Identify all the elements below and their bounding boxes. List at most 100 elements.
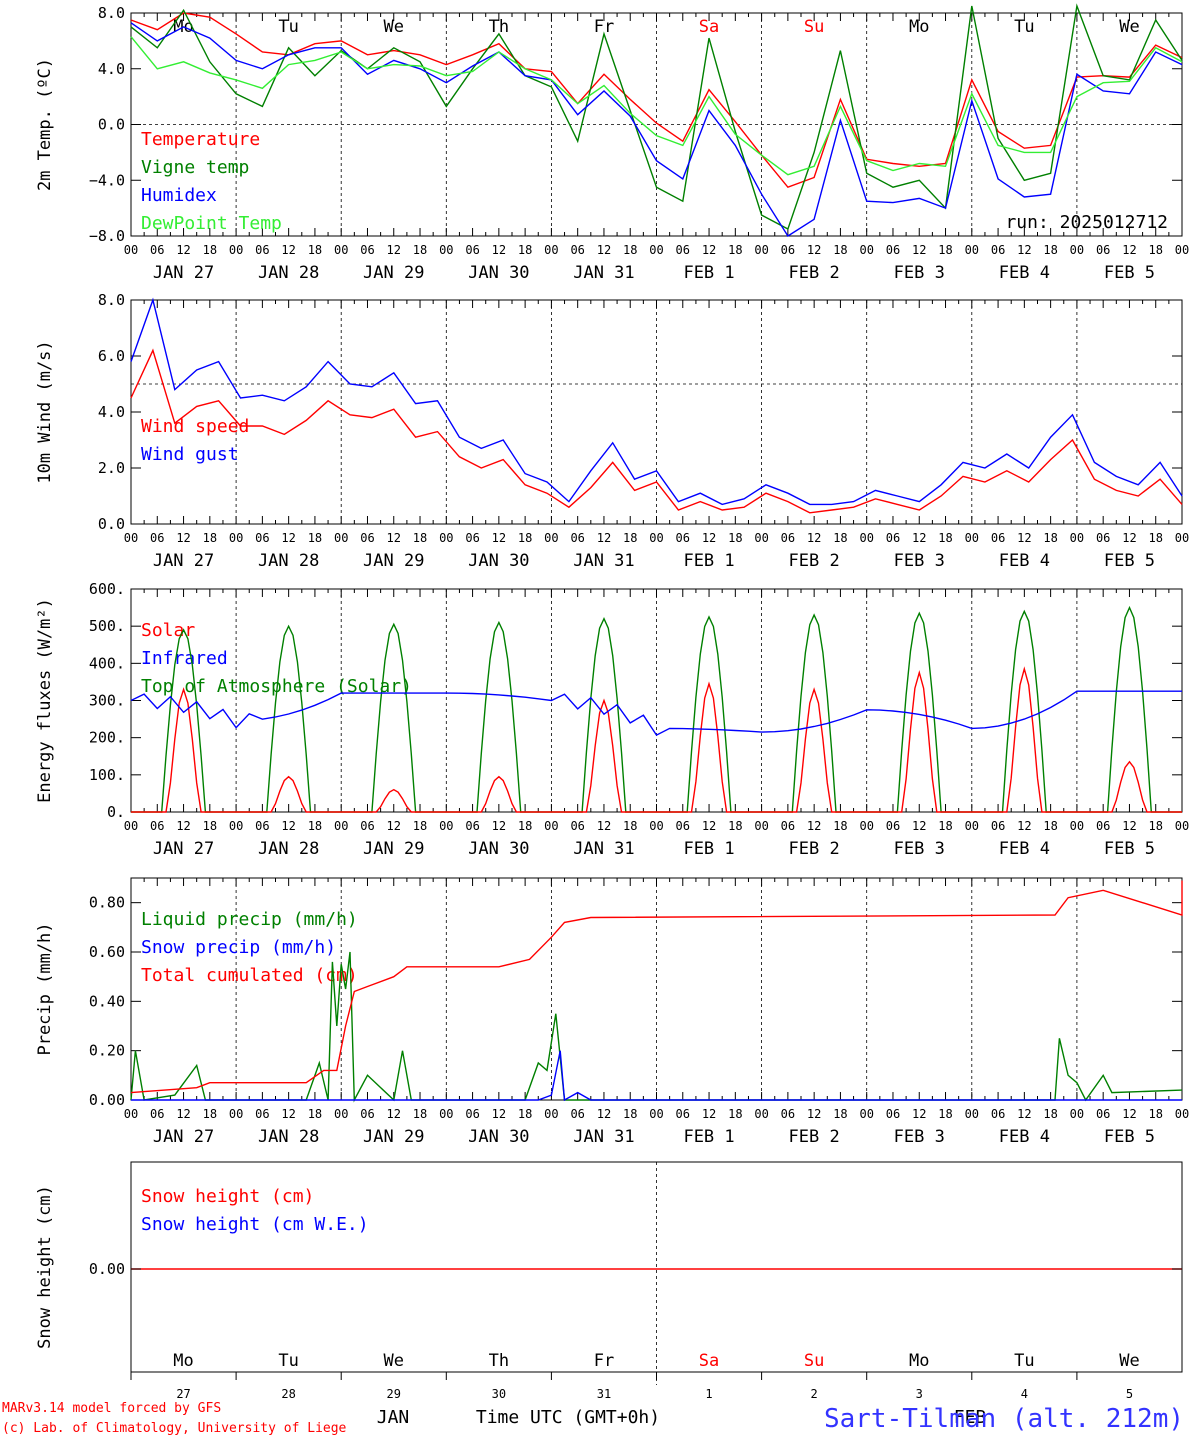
weekday-label: Su [804, 17, 824, 37]
hour-tick-label: 00 [1175, 531, 1189, 545]
hour-tick-label: 06 [781, 243, 795, 257]
hour-tick-label: 18 [1148, 243, 1162, 257]
hour-tick-label: 12 [1017, 243, 1031, 257]
hour-tick-label: 00 [334, 531, 348, 545]
hour-tick-label: 00 [1070, 819, 1084, 833]
legend-temperature-0: Temperature [141, 129, 260, 150]
hour-tick-label: 18 [623, 243, 637, 257]
legend-wind-0: Wind speed [141, 416, 249, 437]
hour-tick-label: 00 [965, 531, 979, 545]
hour-tick-label: 06 [570, 531, 584, 545]
hour-tick-label: 00 [754, 819, 768, 833]
hour-tick-label: 12 [912, 531, 926, 545]
hour-tick-label: 12 [1122, 243, 1136, 257]
legend-wind-1: Wind gust [141, 444, 239, 465]
hour-tick-label: 12 [702, 1107, 716, 1121]
hour-tick-label: 12 [1122, 819, 1136, 833]
hour-tick-label: 12 [176, 531, 190, 545]
hour-tick-label: 18 [203, 531, 217, 545]
hour-tick-label: 06 [465, 531, 479, 545]
y-tick-label: 400. [89, 654, 125, 672]
hour-tick-label: 06 [150, 243, 164, 257]
y-tick-label: 100. [89, 766, 125, 784]
date-label: FEB 4 [999, 1127, 1050, 1147]
hour-tick-label: 06 [570, 243, 584, 257]
hour-tick-label: 12 [176, 819, 190, 833]
hour-tick-label: 18 [728, 243, 742, 257]
precip-series-2 [130, 880, 1183, 1094]
snow-ylabel: Snow height (cm) [35, 1185, 55, 1349]
legend-temperature-3: DewPoint Temp [141, 213, 282, 234]
hour-tick-label: 12 [176, 243, 190, 257]
hour-tick-label: 00 [649, 1107, 663, 1121]
date-label: JAN 31 [573, 551, 634, 571]
hour-tick-label: 00 [1175, 243, 1189, 257]
hour-tick-label: 18 [833, 819, 847, 833]
hour-tick-label: 12 [492, 531, 506, 545]
hour-tick-label: 00 [965, 243, 979, 257]
hour-tick-label: 00 [544, 531, 558, 545]
weekday-label: Fr [594, 1351, 614, 1371]
hour-tick-label: 12 [492, 1107, 506, 1121]
hour-tick-label: 06 [255, 243, 269, 257]
hour-tick-label: 00 [754, 243, 768, 257]
date-label: FEB 3 [894, 839, 945, 859]
day-number: 31 [597, 1387, 611, 1401]
wind-ylabel: 10m Wind (m/s) [35, 340, 55, 483]
hour-tick-label: 12 [912, 1107, 926, 1121]
day-number: 27 [176, 1387, 190, 1401]
hour-tick-label: 12 [281, 531, 295, 545]
day-number: 4 [1021, 1387, 1028, 1401]
hour-tick-label: 06 [991, 819, 1005, 833]
hour-tick-label: 00 [334, 1107, 348, 1121]
y-tick-label: 0.0 [98, 116, 125, 134]
date-label: JAN 29 [363, 839, 424, 859]
wind-frame [130, 299, 1183, 525]
hour-tick-label: 18 [1043, 243, 1057, 257]
temperature-ylabel: 2m Temp. (ºC) [35, 58, 55, 191]
hour-tick-label: 00 [859, 1107, 873, 1121]
hour-tick-label: 12 [492, 243, 506, 257]
hour-tick-label: 06 [465, 1107, 479, 1121]
hour-tick-label: 06 [150, 1107, 164, 1121]
hour-tick-label: 18 [308, 819, 322, 833]
date-label: JAN 31 [573, 1127, 634, 1147]
date-label: FEB 2 [789, 551, 840, 571]
hour-tick-label: 06 [1096, 243, 1110, 257]
hour-tick-label: 18 [1043, 1107, 1057, 1121]
hour-tick-label: 12 [702, 819, 716, 833]
hour-tick-label: 12 [387, 243, 401, 257]
hour-tick-label: 06 [676, 819, 690, 833]
hour-tick-label: 00 [124, 531, 138, 545]
hour-tick-label: 00 [649, 243, 663, 257]
date-label: FEB 1 [683, 1127, 734, 1147]
hour-tick-label: 18 [413, 243, 427, 257]
hour-tick-label: 18 [203, 1107, 217, 1121]
hour-tick-label: 06 [781, 1107, 795, 1121]
hour-tick-label: 12 [387, 1107, 401, 1121]
y-tick-label: 0.60 [89, 943, 125, 961]
hour-tick-label: 18 [833, 1107, 847, 1121]
hour-tick-label: 18 [518, 1107, 532, 1121]
hour-tick-label: 12 [807, 531, 821, 545]
temperature-series-1 [130, 3, 1183, 231]
hour-tick-label: 18 [1043, 819, 1057, 833]
hour-tick-label: 06 [360, 1107, 374, 1121]
y-tick-label: 6.0 [98, 347, 125, 365]
date-label: JAN 30 [468, 839, 529, 859]
hour-tick-label: 00 [439, 819, 453, 833]
hour-tick-label: 18 [623, 1107, 637, 1121]
hour-tick-label: 18 [938, 531, 952, 545]
date-label: JAN 29 [363, 551, 424, 571]
hour-tick-label: 06 [886, 819, 900, 833]
weekday-label: We [384, 17, 404, 37]
weekday-label: Mo [909, 17, 929, 37]
hour-tick-label: 06 [676, 531, 690, 545]
hour-tick-label: 12 [702, 531, 716, 545]
hour-tick-label: 06 [150, 819, 164, 833]
hour-tick-label: 18 [728, 819, 742, 833]
y-tick-label: −8.0 [89, 227, 125, 245]
hour-tick-label: 18 [1148, 1107, 1162, 1121]
y-tick-label: 2.0 [98, 459, 125, 477]
hour-tick-label: 00 [1070, 531, 1084, 545]
